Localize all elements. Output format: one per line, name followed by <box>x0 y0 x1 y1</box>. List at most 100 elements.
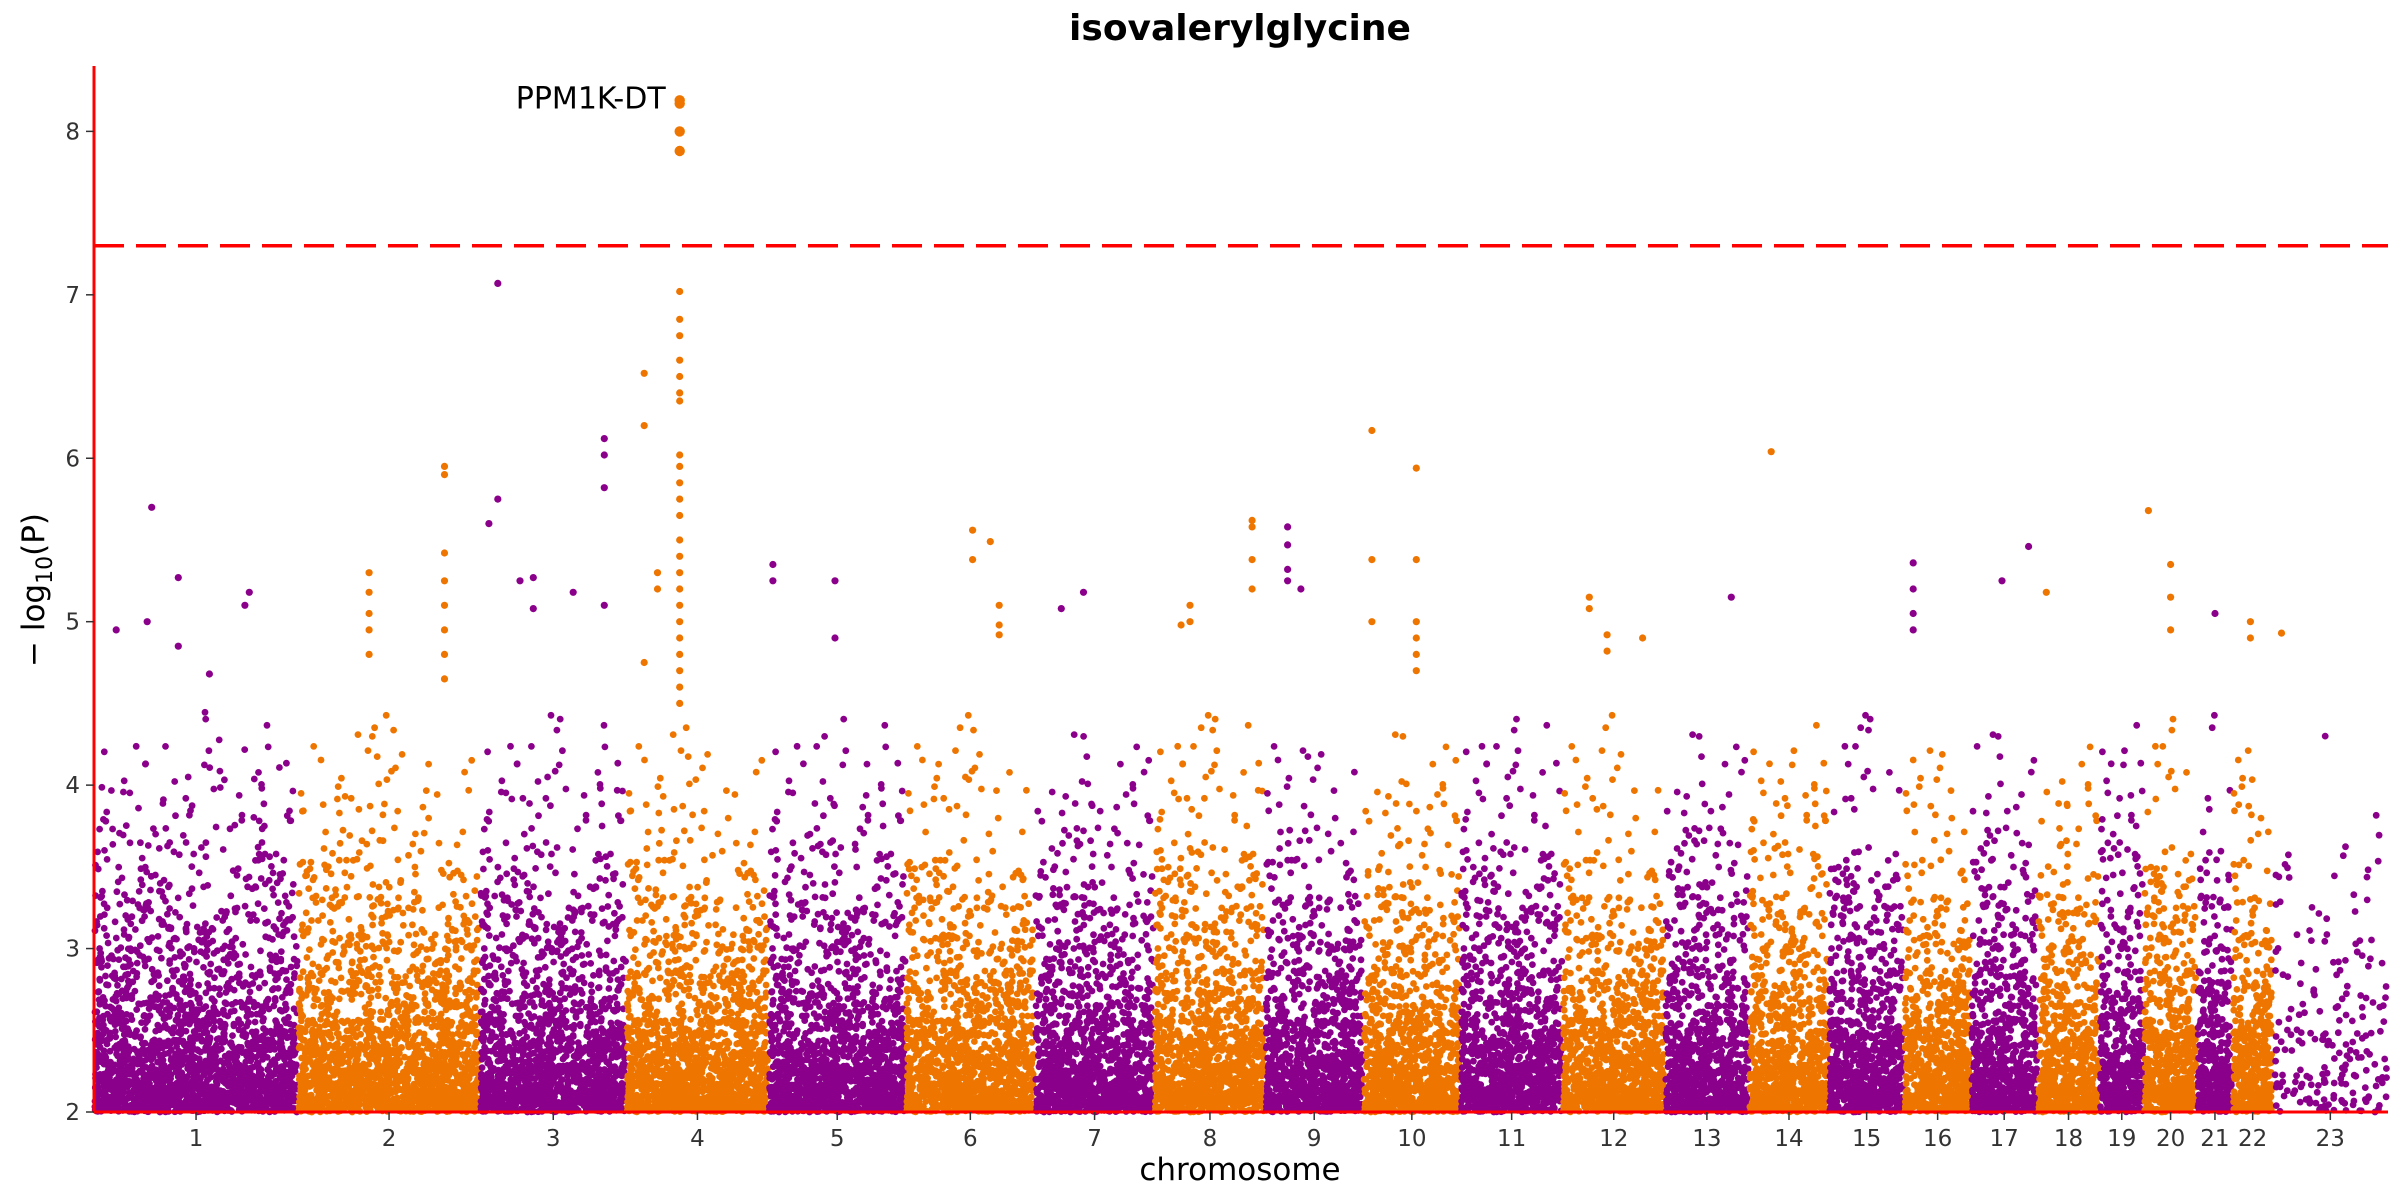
data-point <box>443 932 451 940</box>
data-point <box>484 748 491 756</box>
data-point <box>309 960 317 968</box>
data-point <box>260 1025 267 1032</box>
data-point <box>181 963 189 971</box>
data-point <box>107 1086 115 1093</box>
data-point <box>451 1039 459 1047</box>
data-point <box>133 959 141 967</box>
data-point <box>362 1010 370 1017</box>
data-point <box>437 990 444 998</box>
data-point <box>460 1040 468 1047</box>
data-point <box>216 784 224 791</box>
data-point <box>513 913 520 920</box>
data-point <box>290 974 298 982</box>
data-point <box>512 1012 520 1020</box>
data-point <box>334 959 342 966</box>
data-point <box>190 945 198 953</box>
data-point <box>103 808 111 816</box>
data-point <box>111 1028 119 1035</box>
data-point <box>115 863 123 871</box>
data-point <box>116 900 124 908</box>
data-point <box>185 1011 193 1019</box>
data-point <box>112 1033 120 1041</box>
data-point <box>290 933 298 941</box>
data-point <box>242 875 250 883</box>
data-point <box>137 865 145 873</box>
data-point <box>468 900 476 908</box>
data-point <box>412 1015 420 1023</box>
data-point <box>254 900 262 908</box>
data-point <box>106 1035 114 1042</box>
data-point <box>274 899 282 906</box>
data-point <box>397 1044 405 1052</box>
data-point <box>112 934 120 942</box>
data-point <box>254 843 262 851</box>
data-point <box>252 883 259 890</box>
data-point <box>408 1056 415 1064</box>
data-point <box>116 1066 123 1074</box>
data-point <box>100 816 107 823</box>
data-point <box>213 1095 221 1103</box>
data-point <box>300 1063 308 1071</box>
data-point <box>292 943 300 950</box>
data-point <box>341 793 349 800</box>
data-point <box>194 1067 202 1075</box>
data-point <box>373 753 381 760</box>
data-point <box>100 1091 108 1099</box>
data-point <box>260 1087 268 1095</box>
data-point <box>288 889 296 897</box>
data-point <box>441 1068 449 1076</box>
data-point <box>443 1025 451 1033</box>
data-point <box>424 981 432 989</box>
data-point <box>285 983 292 991</box>
data-point <box>172 1059 180 1066</box>
data-point <box>436 1058 443 1065</box>
data-point <box>144 1046 152 1054</box>
data-point <box>315 963 322 971</box>
data-point <box>308 1041 315 1049</box>
data-point <box>150 970 158 978</box>
data-point <box>152 1027 160 1035</box>
data-point <box>408 1000 416 1008</box>
data-point <box>310 1096 318 1104</box>
data-point <box>462 1002 470 1010</box>
data-point <box>538 913 545 921</box>
data-point <box>159 1056 167 1064</box>
data-point <box>201 708 209 716</box>
data-point <box>277 1074 284 1082</box>
data-point <box>278 909 285 917</box>
data-point <box>385 938 393 946</box>
data-point <box>296 1002 304 1010</box>
data-point <box>171 778 179 785</box>
data-point <box>345 915 353 923</box>
data-point <box>239 940 247 948</box>
data-point <box>377 1008 385 1016</box>
data-point <box>436 1078 444 1086</box>
data-point <box>201 761 208 769</box>
data-point <box>263 721 271 729</box>
data-point <box>114 981 121 989</box>
data-point <box>106 1073 113 1081</box>
data-point <box>202 853 210 861</box>
data-point <box>587 981 595 989</box>
data-point <box>299 1036 307 1044</box>
data-point <box>457 903 464 911</box>
data-point <box>405 851 412 859</box>
data-point <box>277 875 284 883</box>
data-point <box>251 1018 259 1026</box>
data-point <box>166 1094 174 1102</box>
data-point <box>182 926 190 934</box>
data-point <box>368 1049 376 1056</box>
data-point <box>333 1024 341 1031</box>
data-point <box>450 890 457 898</box>
data-point <box>318 1010 326 1018</box>
data-point <box>397 879 404 886</box>
data-point <box>143 868 151 876</box>
data-point <box>458 955 465 962</box>
data-point <box>341 1034 349 1042</box>
data-point <box>211 1024 218 1031</box>
data-point <box>268 863 275 870</box>
data-point <box>159 1083 167 1091</box>
data-point <box>320 1049 328 1057</box>
data-point <box>310 874 318 881</box>
data-point <box>206 764 214 771</box>
